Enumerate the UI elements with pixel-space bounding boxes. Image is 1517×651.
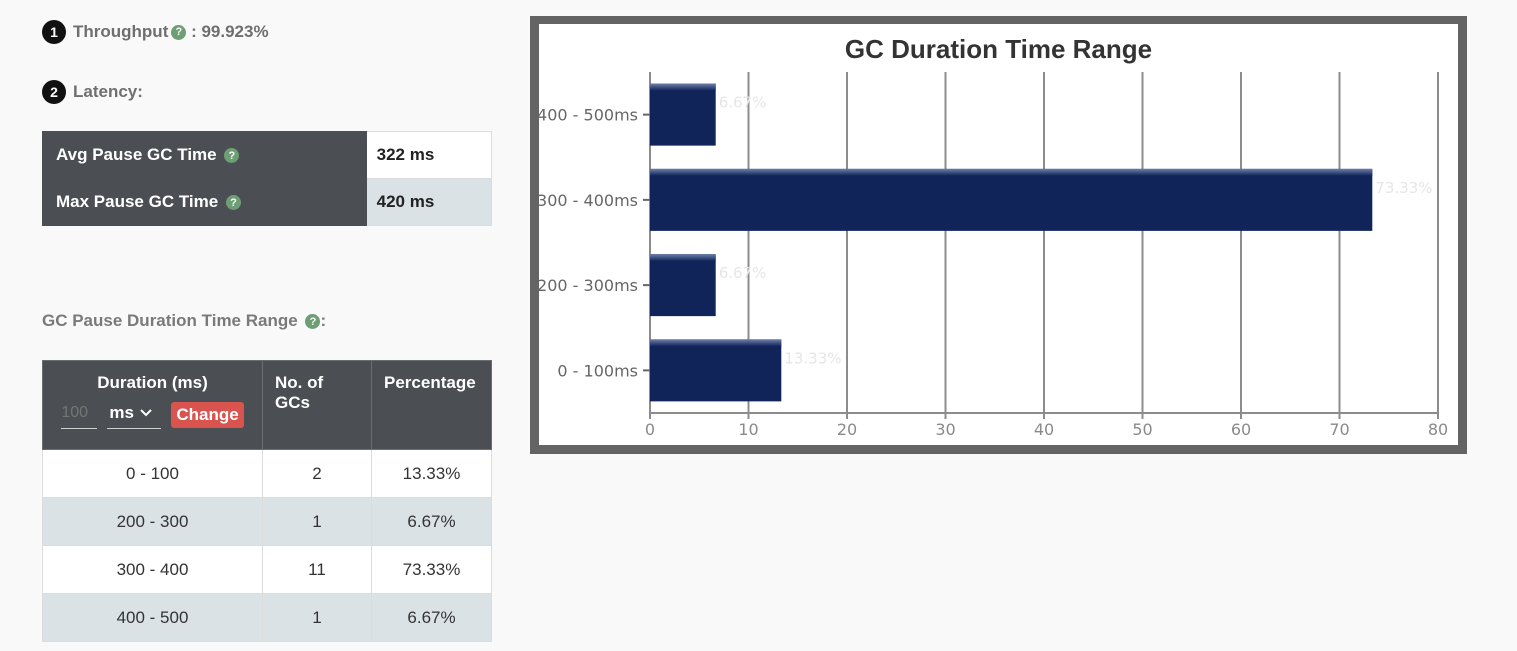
- percentage-cell: 6.67%: [371, 497, 492, 546]
- x-tick-label: 10: [738, 420, 758, 439]
- duration-controls: ms Change: [55, 401, 250, 429]
- data-label: 6.67%: [719, 94, 767, 112]
- y-tick-label: 400 - 500ms: [539, 106, 638, 125]
- table-row: Avg Pause GC Time ? 322 ms: [42, 131, 493, 179]
- avg-pause-label-cell: Avg Pause GC Time ?: [42, 131, 367, 179]
- help-icon[interactable]: ?: [305, 314, 321, 330]
- table-header-row: Duration (ms) ms Change No. of GCs Perce…: [42, 360, 492, 450]
- table-row: 400 - 500 1 6.67%: [42, 593, 492, 642]
- percentage-cell: 73.33%: [371, 545, 492, 594]
- data-label: 13.33%: [784, 349, 841, 367]
- chart-title: GC Duration Time Range: [844, 34, 1153, 64]
- avg-pause-value: 322 ms: [365, 131, 493, 179]
- bar-highlight: [650, 168, 1373, 176]
- chart-frame: GC Duration Time Range 0 10 20 30 40 50 60 70 80…: [530, 16, 1467, 454]
- unit-select[interactable]: ms: [107, 401, 162, 429]
- help-icon[interactable]: ?: [171, 24, 187, 40]
- table-row: 0 - 100 2 13.33%: [42, 449, 492, 498]
- table-row: Max Pause GC Time ? 420 ms: [42, 178, 493, 226]
- table-row: 200 - 300 1 6.67%: [42, 497, 492, 546]
- y-tick-label: 0 - 100ms: [557, 361, 638, 380]
- step-number-badge: 1: [42, 20, 66, 44]
- duration-cell: 200 - 300: [42, 497, 263, 546]
- count-cell: 2: [262, 449, 372, 498]
- change-button[interactable]: Change: [171, 402, 244, 428]
- unit-select-value: ms: [109, 403, 134, 422]
- throughput-line: 1 Throughput ? : 99.923%: [42, 20, 269, 44]
- max-pause-value: 420 ms: [365, 178, 493, 226]
- bar-highlight: [650, 254, 716, 262]
- x-tick-label: 50: [1132, 420, 1152, 439]
- range-heading: GC Pause Duration Time Range ?:: [42, 311, 326, 331]
- bar: [650, 339, 782, 402]
- data-label: 73.33%: [1375, 179, 1432, 197]
- chevron-down-icon: [140, 409, 152, 417]
- x-tick-label: 30: [935, 420, 955, 439]
- range-table: Duration (ms) ms Change No. of GCs Perce…: [42, 360, 492, 642]
- chart-panel: GC Duration Time Range 0 10 20 30 40 50 60 70 80…: [539, 24, 1458, 445]
- count-cell: 1: [262, 497, 372, 546]
- x-tick-label: 20: [837, 420, 857, 439]
- y-tick-label: 200 - 300ms: [539, 276, 638, 295]
- max-pause-label-cell: Max Pause GC Time ?: [42, 178, 367, 226]
- throughput-value: 99.923%: [201, 22, 269, 41]
- x-tick-label: 40: [1034, 420, 1054, 439]
- max-pause-label: Max Pause GC Time: [56, 192, 219, 211]
- gc-duration-chart: 0 10 20 30 40 50 60 70 80 400 - 500ms 6.67% 300 - 4…: [539, 72, 1448, 439]
- x-tick-label: 0: [645, 420, 655, 439]
- percentage-header: Percentage: [371, 360, 492, 450]
- bar: [650, 254, 716, 317]
- help-icon[interactable]: ?: [224, 148, 240, 164]
- step-number-badge: 2: [42, 80, 66, 104]
- range-heading-suffix: :: [320, 311, 327, 330]
- bar: [650, 168, 1373, 231]
- duration-cell: 400 - 500: [42, 593, 263, 642]
- avg-pause-label: Avg Pause GC Time: [56, 145, 217, 164]
- duration-cell: 300 - 400: [42, 545, 263, 594]
- range-heading-text: GC Pause Duration Time Range: [42, 311, 298, 330]
- latency-heading: 2 Latency:: [42, 80, 143, 104]
- x-tick-label: 70: [1329, 420, 1349, 439]
- throughput-label: Throughput: [73, 22, 169, 41]
- range-size-input[interactable]: [61, 401, 98, 429]
- bar: [650, 83, 716, 146]
- percentage-cell: 6.67%: [371, 593, 492, 642]
- duration-header-label: Duration (ms): [97, 373, 208, 392]
- duration-header: Duration (ms) ms Change: [42, 360, 263, 450]
- latency-label: Latency:: [73, 82, 143, 101]
- y-tick-label: 300 - 400ms: [539, 191, 638, 210]
- x-tick-label: 60: [1231, 420, 1251, 439]
- count-cell: 11: [262, 545, 372, 594]
- x-tick-label: 80: [1428, 420, 1448, 439]
- count-cell: 1: [262, 593, 372, 642]
- data-label: 6.67%: [719, 264, 767, 282]
- table-row: 300 - 400 11 73.33%: [42, 545, 492, 594]
- latency-table: Avg Pause GC Time ? 322 ms Max Pause GC …: [42, 131, 493, 226]
- percentage-cell: 13.33%: [371, 449, 492, 498]
- throughput-separator: :: [186, 22, 202, 41]
- bar-highlight: [650, 339, 782, 347]
- duration-cell: 0 - 100: [42, 449, 263, 498]
- bar-highlight: [650, 83, 716, 91]
- help-icon[interactable]: ?: [225, 195, 241, 211]
- count-header: No. of GCs: [262, 360, 372, 450]
